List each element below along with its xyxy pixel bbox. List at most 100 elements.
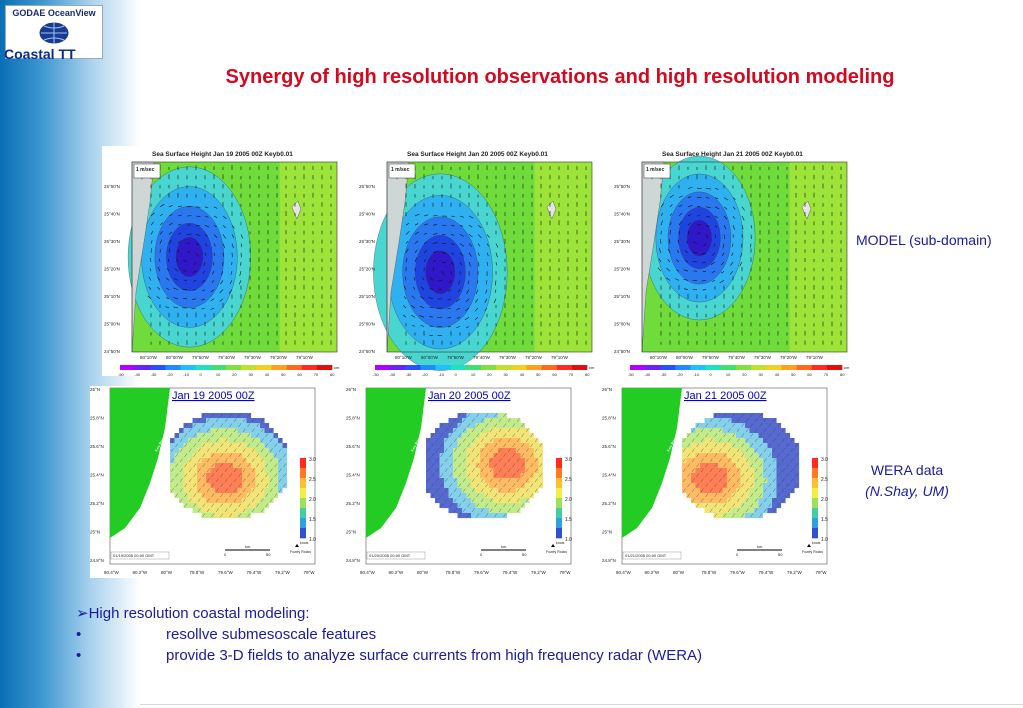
current-cell bbox=[727, 428, 732, 434]
velocity-arrow bbox=[687, 196, 692, 198]
current-cell bbox=[219, 478, 225, 484]
velocity-arrow bbox=[669, 194, 674, 198]
current-cell bbox=[201, 488, 207, 494]
current-cell bbox=[224, 488, 229, 494]
current-cell bbox=[246, 508, 252, 514]
wera-lat-label: 25.8°N bbox=[602, 416, 616, 421]
current-cell bbox=[457, 478, 463, 484]
wera-lon-label: 80.2°W bbox=[133, 570, 149, 575]
current-cell bbox=[237, 438, 243, 444]
current-cell bbox=[790, 453, 795, 459]
current-cell bbox=[493, 428, 499, 434]
current-vector bbox=[440, 493, 444, 498]
current-cell bbox=[466, 463, 472, 469]
current-vector bbox=[489, 448, 493, 453]
current-cell bbox=[758, 413, 764, 419]
current-vector bbox=[727, 458, 731, 463]
current-vector bbox=[193, 483, 197, 488]
current-cell bbox=[233, 498, 238, 504]
current-cell bbox=[246, 513, 252, 519]
current-cell bbox=[529, 433, 535, 439]
current-vector bbox=[251, 428, 255, 433]
velocity-arrow bbox=[403, 285, 407, 290]
velocity-arrow bbox=[676, 269, 680, 272]
colorbar-tick-label: 70 bbox=[569, 372, 574, 376]
current-cell bbox=[206, 498, 211, 504]
colorbar-tick-label: -40 bbox=[644, 372, 651, 376]
current-cell bbox=[493, 508, 499, 514]
logo-sub-text: Coastal TT bbox=[4, 46, 76, 62]
colorbar-tick-label: 30 bbox=[248, 372, 253, 376]
current-cell bbox=[188, 488, 193, 494]
current-cell bbox=[709, 503, 714, 509]
velocity-arrow bbox=[177, 249, 180, 253]
current-cell bbox=[772, 503, 777, 509]
current-cell bbox=[682, 488, 687, 494]
current-cell bbox=[785, 478, 791, 484]
current-cell bbox=[475, 448, 481, 454]
velocity-arrow bbox=[240, 243, 243, 248]
current-cell bbox=[201, 493, 207, 499]
velocity-arrow bbox=[410, 305, 416, 309]
velocity-arrow bbox=[405, 222, 410, 226]
velocity-arrow bbox=[714, 215, 719, 219]
current-vector bbox=[260, 498, 264, 503]
current-cell bbox=[516, 478, 521, 484]
current-vector bbox=[503, 453, 507, 458]
current-vector bbox=[745, 508, 749, 513]
current-vector bbox=[754, 458, 758, 463]
current-cell bbox=[704, 423, 710, 429]
current-cell bbox=[529, 483, 535, 489]
current-vector bbox=[777, 443, 781, 448]
current-cell bbox=[228, 478, 234, 484]
velocity-arrow bbox=[159, 230, 163, 235]
current-vector bbox=[449, 453, 453, 458]
velocity-arrow bbox=[696, 224, 702, 226]
current-cell bbox=[260, 483, 265, 489]
velocity-arrow bbox=[677, 239, 680, 244]
current-vector bbox=[741, 423, 745, 428]
current-vector bbox=[206, 468, 210, 473]
scale-unit: km bbox=[245, 544, 251, 549]
current-vector bbox=[179, 428, 183, 433]
current-cell bbox=[507, 448, 512, 454]
current-vector bbox=[215, 508, 219, 513]
current-vector bbox=[745, 498, 749, 503]
current-cell bbox=[727, 443, 732, 449]
velocity-arrow bbox=[669, 204, 673, 208]
current-cell bbox=[529, 458, 535, 464]
current-cell bbox=[264, 473, 270, 479]
current-cell bbox=[489, 418, 494, 424]
current-cell bbox=[206, 463, 211, 469]
current-vector bbox=[516, 448, 520, 453]
current-vector bbox=[476, 493, 480, 498]
current-vector bbox=[682, 438, 686, 443]
current-vector bbox=[238, 463, 242, 468]
current-cell bbox=[237, 483, 243, 489]
current-vector bbox=[471, 478, 475, 483]
current-cell bbox=[727, 473, 732, 479]
velocity-arrow bbox=[413, 277, 416, 281]
current-cell bbox=[731, 463, 737, 469]
velocity-arrow bbox=[722, 243, 725, 249]
velocity-arrow bbox=[413, 286, 416, 290]
wera-colorbar-swatch bbox=[812, 508, 818, 519]
current-cell bbox=[246, 463, 252, 469]
current-vector bbox=[777, 453, 781, 458]
current-cell bbox=[722, 513, 728, 519]
current-vector bbox=[175, 443, 179, 448]
current-cell bbox=[453, 428, 458, 434]
current-vector bbox=[781, 468, 785, 473]
current-cell bbox=[215, 513, 220, 519]
current-cell bbox=[740, 468, 746, 474]
current-vector bbox=[229, 413, 233, 418]
velocity-arrow bbox=[667, 248, 671, 253]
current-cell bbox=[713, 458, 719, 464]
velocity-arrow bbox=[705, 224, 710, 228]
current-cell bbox=[790, 443, 795, 449]
current-cell bbox=[736, 413, 741, 419]
current-cell bbox=[484, 498, 490, 504]
wera-lon-label: 79.2°W bbox=[787, 570, 803, 575]
current-cell bbox=[484, 428, 490, 434]
colorbar-tick-label: -50 bbox=[118, 372, 125, 376]
